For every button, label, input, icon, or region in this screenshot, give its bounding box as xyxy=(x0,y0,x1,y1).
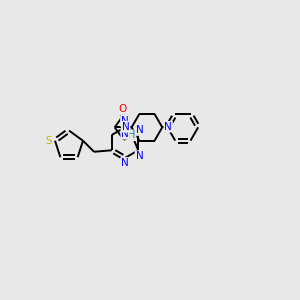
Text: N: N xyxy=(164,122,172,132)
Text: H: H xyxy=(128,130,136,140)
Text: S: S xyxy=(45,136,52,146)
Text: N: N xyxy=(136,151,143,161)
Text: N: N xyxy=(122,122,130,132)
Text: N: N xyxy=(136,125,143,135)
Text: N: N xyxy=(121,158,129,168)
Text: N: N xyxy=(121,129,129,139)
Text: N: N xyxy=(121,116,129,126)
Text: O: O xyxy=(118,104,127,114)
